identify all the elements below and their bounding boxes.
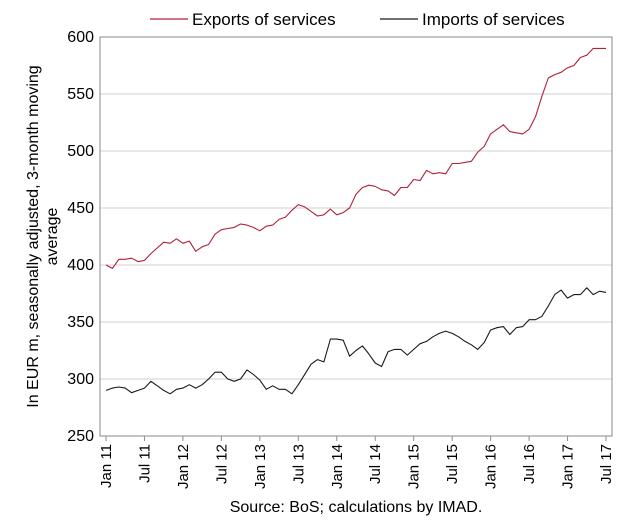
legend-label: Imports of services	[422, 10, 565, 29]
y-tick-label: 550	[67, 86, 94, 103]
source-note: Source: BoS; calculations by IMAD.	[230, 499, 483, 516]
x-tick-label: Jan 14	[329, 444, 346, 489]
axes	[99, 36, 613, 437]
x-tick-label: Jul 13	[290, 444, 307, 484]
x-tick-label: Jul 16	[521, 444, 538, 484]
x-tick-label: Jul 14	[367, 444, 384, 484]
y-tick-label: 400	[67, 257, 94, 274]
x-tick-label: Jan 15	[406, 444, 423, 489]
x-tick-label: Jan 11	[98, 444, 115, 488]
x-tick-label: Jan 13	[252, 444, 269, 489]
x-axis-ticks: Jan 11 Jul 11 Jan 12 Jul 12 Jan 13 Jul 13 Jan …	[98, 436, 615, 489]
series-line	[105, 47, 606, 269]
gridlines	[100, 93, 612, 380]
x-tick-label: Jan 17	[560, 444, 577, 489]
y-axis-ticks: 250 300 350 400 450 500 550 600	[67, 29, 94, 445]
x-tick-label: Jul 12	[213, 444, 230, 484]
x-tick-label: Jul 17	[598, 444, 615, 484]
y-tick-label: 300	[67, 371, 94, 388]
x-tick-label: Jan 12	[175, 444, 192, 489]
y-tick-label: 350	[67, 314, 94, 331]
y-tick-label: 600	[67, 29, 94, 46]
x-tick-label: Jul 15	[444, 444, 461, 484]
series-lines	[105, 47, 607, 395]
plot-frame	[99, 36, 613, 437]
legend-label: Exports of services	[192, 10, 336, 29]
y-tick-label: 500	[67, 143, 94, 160]
y-tick-label: 250	[67, 428, 94, 445]
y-axis-label: In EUR m, seasonally adjusted, 3-month m…	[25, 65, 61, 407]
y-tick-label: 450	[67, 200, 94, 217]
x-tick-label: Jul 11	[136, 444, 153, 483]
legend: Exports of services Imports of services	[150, 10, 565, 29]
x-tick-label: Jan 16	[483, 444, 500, 489]
series-line	[105, 287, 607, 395]
